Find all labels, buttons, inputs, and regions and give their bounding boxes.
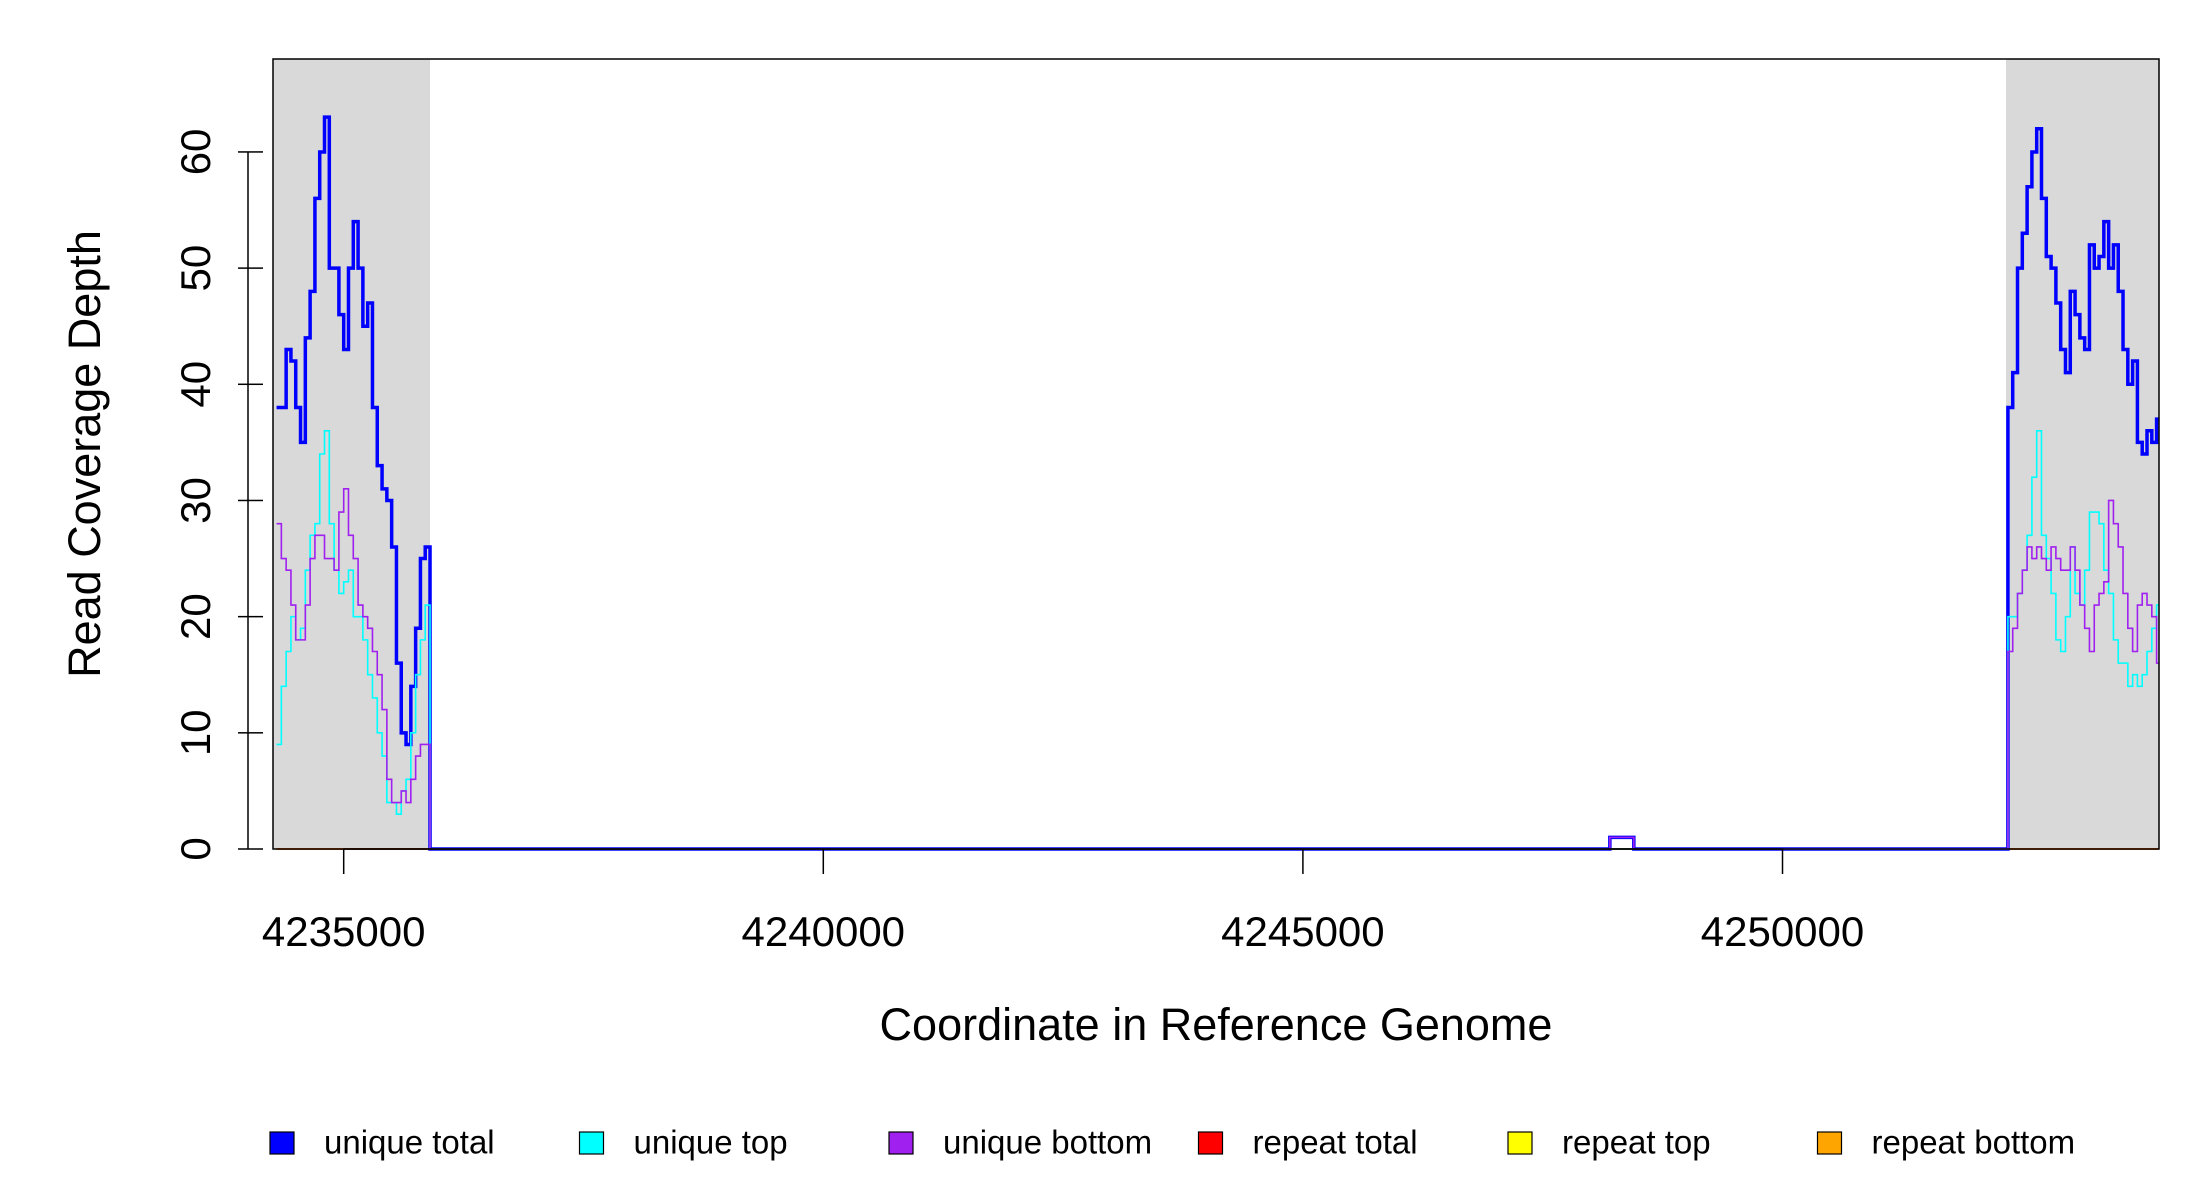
x-tick-label: 4235000 xyxy=(262,908,426,955)
legend-swatch xyxy=(1507,1131,1533,1155)
y-tick-label: 40 xyxy=(172,361,219,408)
y-tick-label: 30 xyxy=(172,477,219,524)
legend-swatch xyxy=(269,1131,295,1155)
x-tick-label: 4240000 xyxy=(742,908,906,955)
y-tick-label: 50 xyxy=(172,245,219,292)
x-tick-label: 4250000 xyxy=(1701,908,1865,955)
y-tick-label: 0 xyxy=(172,837,219,860)
legend-label: unique total xyxy=(324,1124,495,1161)
coverage-line xyxy=(276,429,2159,850)
y-tick-label: 10 xyxy=(172,709,219,756)
y-tick-label: 20 xyxy=(172,593,219,640)
coverage-line xyxy=(276,115,2159,851)
legend-label: repeat total xyxy=(1253,1124,1418,1161)
legend-swatch xyxy=(1816,1131,1843,1155)
legend-swatch xyxy=(578,1131,605,1155)
legend: unique total unique top unique bottom repea… xyxy=(269,1124,2076,1161)
legend-label: unique top xyxy=(634,1124,788,1161)
x-tick-label: 4245000 xyxy=(1221,908,1385,955)
shaded-layer xyxy=(273,59,2159,849)
series-layer xyxy=(276,115,2159,851)
y-axis-title: Read Coverage Depth xyxy=(59,230,110,678)
legend-label: repeat top xyxy=(1562,1124,1711,1161)
shaded-region xyxy=(273,59,431,849)
legend-label: unique bottom xyxy=(943,1124,1152,1161)
legend-swatch xyxy=(1197,1131,1224,1155)
shaded-region xyxy=(2006,59,2159,849)
y-tick-label: 60 xyxy=(172,129,219,176)
plot-frame xyxy=(272,58,2160,850)
legend-label: repeat bottom xyxy=(1872,1124,2076,1161)
axes-layer: 0 10 20 30 40 50 60 4235000 4240000 4245000 425000… xyxy=(172,58,2160,955)
coverage-line xyxy=(276,488,2159,850)
x-axis-title: Coordinate in Reference Genome xyxy=(880,999,1553,1050)
legend-swatch xyxy=(888,1131,914,1155)
